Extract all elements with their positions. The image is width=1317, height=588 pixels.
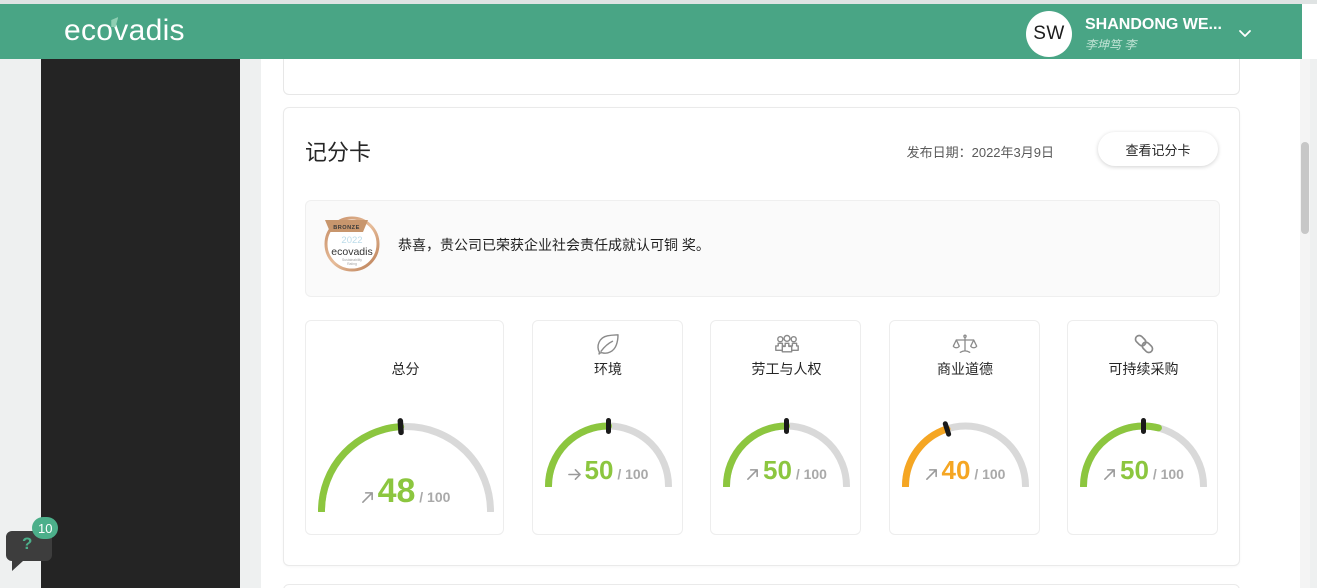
svg-text:Rating: Rating xyxy=(347,262,357,266)
svg-text:BRONZE: BRONZE xyxy=(333,225,360,231)
svg-text:2022: 2022 xyxy=(341,235,362,246)
svg-text:ecovadis: ecovadis xyxy=(331,246,372,258)
